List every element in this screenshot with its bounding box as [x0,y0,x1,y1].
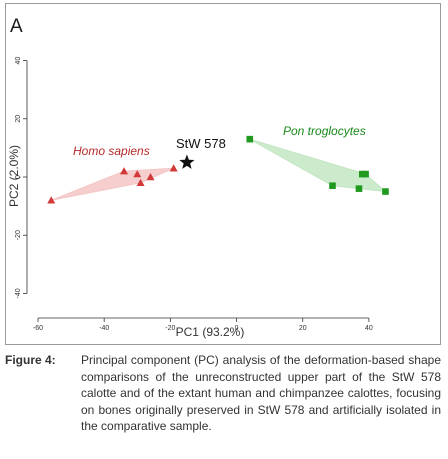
x-axis-label: PC1 (93.2%) [176,325,245,339]
y-tick-label: -40 [15,288,22,298]
x-tick-label: -20 [165,325,175,332]
data-points [47,135,389,204]
hull-square-group [249,138,387,193]
star-point [179,154,195,169]
square-point [382,188,389,195]
panel-label: A [10,16,23,37]
square-point [358,170,366,178]
figure-caption: Figure 4: Principal component (PC) analy… [5,352,441,435]
stw-578-label: StW 578 [176,136,226,151]
y-tick-label: 0 [15,175,22,179]
x-tick-label: 0 [235,325,239,332]
x-tick-label: -60 [33,325,43,332]
triangle-point [146,173,155,181]
triangle-point [47,196,56,204]
square-point [355,185,363,192]
square-point [362,170,369,178]
y-tick-label: -20 [15,230,22,240]
triangle-point [120,167,129,175]
caption-text: Principal component (PC) analysis of the… [81,353,441,433]
hull-triangle-group [51,167,174,201]
x-tick-label: -40 [99,325,109,332]
caption-label: Figure 4: [5,353,56,367]
x-tick-label: 40 [365,325,373,332]
homo-sapiens-label: Homo sapiens [73,144,150,158]
triangle-point [169,164,178,172]
pca-scatter-chart: -60 -40 -20 0 20 40 -40 -20 0 20 40 PC1 (93.2%) PC… [7,57,389,339]
axes: -60 -40 -20 0 20 40 -40 -20 0 20 40 [15,57,373,332]
y-tick-label: 40 [15,57,22,65]
pan-troglodytes-label: Pon troglocytes [283,124,366,138]
y-tick-label: 20 [15,115,22,123]
triangle-point [133,170,142,178]
square-point [329,182,336,190]
triangle-point [136,178,145,187]
x-tick-label: 20 [299,325,307,332]
square-point [246,135,254,143]
y-axis-label: PC2 (2.0%) [7,145,21,207]
